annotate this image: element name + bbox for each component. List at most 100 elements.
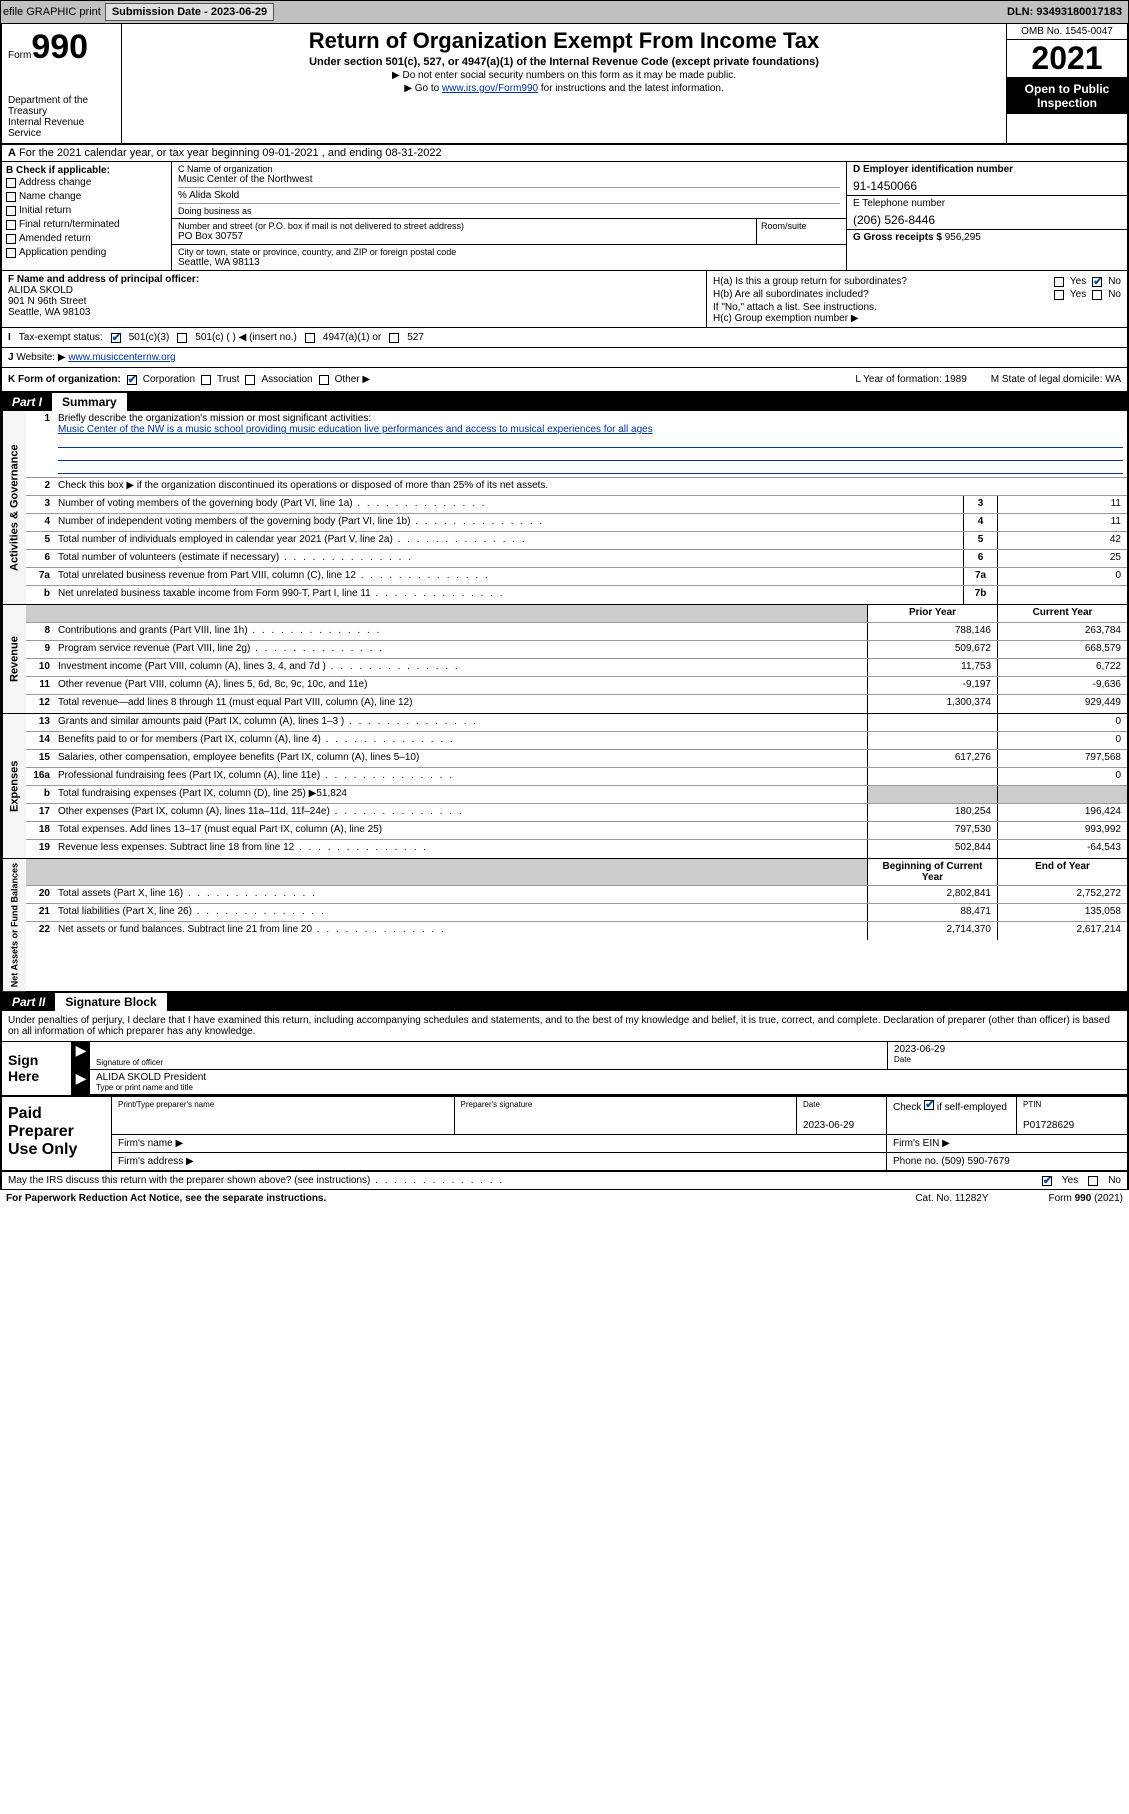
- l15-label: Salaries, other compensation, employee b…: [54, 750, 867, 767]
- omb-number: OMB No. 1545-0047: [1007, 24, 1127, 40]
- care-of: % Alida Skold: [178, 187, 840, 201]
- l17-cur: 196,424: [997, 804, 1127, 821]
- state-domicile: M State of legal domicile: WA: [991, 374, 1121, 385]
- ein-label: D Employer identification number: [853, 164, 1121, 175]
- chk-other[interactable]: [319, 375, 329, 385]
- prep-date: 2023-06-29: [803, 1120, 854, 1131]
- chk-trust[interactable]: [201, 375, 211, 385]
- arrow-icon: ▶: [72, 1070, 90, 1094]
- cat-no: Cat. No. 11282Y: [915, 1193, 988, 1204]
- phone-no-label: Phone no.: [893, 1156, 939, 1167]
- hdr-end: End of Year: [997, 859, 1127, 885]
- gross-label: G Gross receipts $: [853, 232, 942, 243]
- vlabel-governance: Activities & Governance: [2, 411, 26, 604]
- discuss-label: May the IRS discuss this return with the…: [8, 1175, 504, 1186]
- l1-mission: Music Center of the NW is a music school…: [58, 424, 653, 435]
- l15-prior: 617,276: [867, 750, 997, 767]
- section-revenue: Revenue Prior YearCurrent Year 8Contribu…: [2, 605, 1127, 714]
- submission-date-button[interactable]: Submission Date - 2023-06-29: [105, 3, 274, 21]
- l22-end: 2,617,214: [997, 922, 1127, 940]
- chk-assoc[interactable]: [245, 375, 255, 385]
- l7a-label: Total unrelated business revenue from Pa…: [54, 568, 963, 585]
- prep-sig-label: Preparer's signature: [461, 1100, 791, 1109]
- l22-begin: 2,714,370: [867, 922, 997, 940]
- section-a: A For the 2021 calendar year, or tax yea…: [0, 145, 1129, 162]
- l2: Check this box ▶ if the organization dis…: [54, 478, 1127, 495]
- l1-label: Briefly describe the organization's miss…: [58, 413, 371, 424]
- l21-begin: 88,471: [867, 904, 997, 921]
- ha-no[interactable]: [1092, 277, 1102, 287]
- chk-address-change[interactable]: [6, 178, 16, 188]
- vlabel-revenue: Revenue: [2, 605, 26, 713]
- website-link[interactable]: www.musiccenternw.org: [68, 352, 175, 363]
- part2-header: Part II Signature Block: [0, 993, 1129, 1011]
- l20-label: Total assets (Part X, line 16): [54, 886, 867, 903]
- discuss-no[interactable]: [1088, 1176, 1098, 1186]
- firm-name-label: Firm's name ▶: [112, 1135, 887, 1152]
- vlabel-expenses: Expenses: [2, 714, 26, 858]
- col-b-title: B Check if applicable:: [6, 165, 167, 176]
- chk-4947[interactable]: [305, 333, 315, 343]
- l3-val: 11: [997, 496, 1127, 513]
- chk-name-change[interactable]: [6, 192, 16, 202]
- l7b-val: [997, 586, 1127, 604]
- part1-header: Part I Summary: [0, 393, 1129, 411]
- hdr-prior: Prior Year: [867, 605, 997, 622]
- l18-prior: 797,530: [867, 822, 997, 839]
- principal-officer: F Name and address of principal officer:…: [2, 271, 707, 327]
- chk-501c[interactable]: [177, 333, 187, 343]
- officer-addr2: Seattle, WA 98103: [8, 307, 90, 318]
- chk-527[interactable]: [389, 333, 399, 343]
- paperwork-notice: For Paperwork Reduction Act Notice, see …: [6, 1193, 326, 1204]
- l4-label: Number of independent voting members of …: [54, 514, 963, 531]
- l10-cur: 6,722: [997, 659, 1127, 676]
- tax-period: For the 2021 calendar year, or tax year …: [19, 147, 442, 159]
- chk-501c3[interactable]: [111, 333, 121, 343]
- city-label: City or town, state or province, country…: [178, 247, 840, 257]
- dept-label: Department of the Treasury: [8, 95, 115, 117]
- discuss-yes[interactable]: [1042, 1176, 1052, 1186]
- chk-app-pending[interactable]: [6, 248, 16, 258]
- name-title-label: Type or print name and title: [96, 1083, 1121, 1092]
- l19-label: Revenue less expenses. Subtract line 18 …: [54, 840, 867, 858]
- hb-no[interactable]: [1092, 290, 1102, 300]
- entity-block: B Check if applicable: Address change Na…: [0, 162, 1129, 271]
- ein-value: 91-1450066: [853, 175, 1121, 193]
- group-return: H(a) Is this a group return for subordin…: [707, 271, 1127, 327]
- l3-label: Number of voting members of the governin…: [54, 496, 963, 513]
- dln-label: DLN: 93493180017183: [1007, 6, 1126, 18]
- l22-label: Net assets or fund balances. Subtract li…: [54, 922, 867, 940]
- l9-cur: 668,579: [997, 641, 1127, 658]
- sig-date: 2023-06-29: [894, 1044, 1121, 1055]
- officer-name: ALIDA SKOLD: [8, 285, 73, 296]
- l10-prior: 11,753: [867, 659, 997, 676]
- l14-prior: [867, 732, 997, 749]
- chk-amended[interactable]: [6, 234, 16, 244]
- l4-val: 11: [997, 514, 1127, 531]
- col-d: D Employer identification number 91-1450…: [847, 162, 1127, 270]
- org-address: PO Box 30757: [178, 231, 750, 242]
- l19-cur: -64,543: [997, 840, 1127, 858]
- header-left: Form990 Department of the Treasury Inter…: [2, 24, 122, 143]
- l6-val: 25: [997, 550, 1127, 567]
- chk-self-employed[interactable]: [924, 1100, 934, 1110]
- l8-prior: 788,146: [867, 623, 997, 640]
- prep-name-label: Print/Type preparer's name: [118, 1100, 448, 1109]
- form-header: Form990 Department of the Treasury Inter…: [0, 24, 1129, 145]
- l10-label: Investment income (Part VIII, column (A)…: [54, 659, 867, 676]
- firm-addr-label: Firm's address ▶: [112, 1153, 887, 1170]
- chk-final-return[interactable]: [6, 220, 16, 230]
- ha-yes[interactable]: [1054, 277, 1064, 287]
- hdr-begin: Beginning of Current Year: [867, 859, 997, 885]
- footer-line: For Paperwork Reduction Act Notice, see …: [0, 1190, 1129, 1207]
- irs-link[interactable]: www.irs.gov/Form990: [442, 83, 538, 94]
- ptin-value: P01728629: [1023, 1120, 1074, 1131]
- arrow-icon: ▶: [72, 1042, 90, 1069]
- gross-receipts: 956,295: [945, 232, 981, 243]
- l18-cur: 993,992: [997, 822, 1127, 839]
- chk-corp[interactable]: [127, 375, 137, 385]
- chk-initial-return[interactable]: [6, 206, 16, 216]
- form-no: Form 990 (2021): [1049, 1193, 1123, 1204]
- hc-label: H(c) Group exemption number ▶: [713, 313, 1121, 324]
- hb-yes[interactable]: [1054, 290, 1064, 300]
